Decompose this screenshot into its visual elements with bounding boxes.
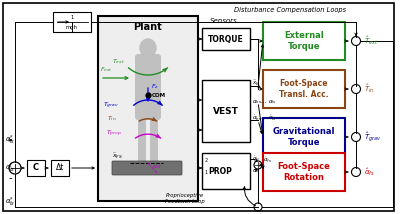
Text: Disturbance Compensation Loops: Disturbance Compensation Loops bbox=[234, 7, 346, 13]
Text: $\ddot{x}_{FS}$: $\ddot{x}_{FS}$ bbox=[112, 152, 123, 161]
Bar bbox=[202, 153, 250, 189]
Ellipse shape bbox=[140, 39, 156, 57]
Text: $F_{ext}$: $F_{ext}$ bbox=[100, 65, 113, 74]
Text: $\cdots$: $\cdots$ bbox=[260, 116, 267, 120]
Bar bbox=[150, 117, 158, 162]
Text: $\dot{\alpha}_{lf}$: $\dot{\alpha}_{lf}$ bbox=[252, 154, 261, 164]
Text: Δt: Δt bbox=[56, 163, 64, 172]
Text: $T_{in}$: $T_{in}$ bbox=[107, 114, 116, 123]
Bar bbox=[263, 70, 345, 108]
Text: $\alpha_{FS}$: $\alpha_{FS}$ bbox=[152, 163, 162, 171]
Text: mgh: mgh bbox=[66, 24, 78, 30]
Text: $\dot{\alpha}_{hs}$: $\dot{\alpha}_{hs}$ bbox=[252, 113, 262, 123]
Text: $\alpha_{hs}$: $\alpha_{hs}$ bbox=[252, 98, 262, 106]
Text: $F_z$: $F_z$ bbox=[151, 82, 159, 91]
Bar bbox=[138, 117, 146, 162]
FancyBboxPatch shape bbox=[135, 54, 161, 120]
Text: 2: 2 bbox=[204, 158, 208, 162]
Text: Proprioceptive
Feedback Loop: Proprioceptive Feedback Loop bbox=[165, 193, 205, 204]
Text: Foot-Space
Rotation: Foot-Space Rotation bbox=[278, 162, 330, 182]
Text: $\alpha_{ls}^{I}$: $\alpha_{ls}^{I}$ bbox=[5, 161, 16, 175]
Text: TORQUE: TORQUE bbox=[208, 34, 244, 43]
Text: $\alpha_{lf}$: $\alpha_{lf}$ bbox=[252, 167, 260, 175]
Bar bbox=[263, 153, 345, 191]
Text: $\hat{T}_{grav}$: $\hat{T}_{grav}$ bbox=[364, 130, 382, 144]
Text: Foot-Space
Transl. Acc.: Foot-Space Transl. Acc. bbox=[279, 79, 329, 99]
Bar bbox=[53, 12, 91, 32]
Text: -: - bbox=[8, 173, 12, 183]
Bar bbox=[51, 160, 69, 176]
Text: External
Torque: External Torque bbox=[284, 31, 324, 51]
Text: $\cdots$: $\cdots$ bbox=[260, 100, 267, 104]
Text: $\dot{\alpha}_{fs}$: $\dot{\alpha}_{fs}$ bbox=[263, 155, 272, 165]
Text: $T_{grav}$: $T_{grav}$ bbox=[103, 101, 119, 111]
Text: $\hat{T}_{in}$: $\hat{T}_{in}$ bbox=[364, 83, 374, 95]
Bar bbox=[202, 80, 250, 142]
Text: $\hat{T}_{ext}$: $\hat{T}_{ext}$ bbox=[364, 35, 378, 47]
Bar bbox=[263, 118, 345, 156]
Text: 1: 1 bbox=[70, 15, 74, 19]
Text: C: C bbox=[33, 163, 39, 172]
Text: $T_{ext}$: $T_{ext}$ bbox=[112, 57, 125, 66]
Bar bbox=[27, 160, 45, 176]
Text: $\alpha_{ls}^{*}$: $\alpha_{ls}^{*}$ bbox=[5, 195, 16, 209]
Text: 1: 1 bbox=[204, 169, 208, 174]
Bar bbox=[98, 16, 198, 201]
Bar bbox=[263, 22, 345, 60]
Text: COM: COM bbox=[152, 92, 166, 98]
Bar bbox=[202, 28, 250, 50]
Text: $T_{prop}$: $T_{prop}$ bbox=[106, 129, 122, 139]
FancyBboxPatch shape bbox=[112, 161, 182, 175]
Text: $\alpha_{ls}$: $\alpha_{ls}$ bbox=[268, 98, 277, 106]
Text: $\ddot{x}_{h_1}$: $\ddot{x}_{h_1}$ bbox=[252, 78, 261, 88]
Text: $\hat{\alpha}_{fs}$: $\hat{\alpha}_{fs}$ bbox=[364, 166, 375, 178]
Text: $\dot{\alpha}_{ls}$: $\dot{\alpha}_{ls}$ bbox=[268, 113, 277, 123]
Text: PROP: PROP bbox=[208, 166, 232, 175]
Text: Plant: Plant bbox=[134, 22, 162, 32]
Text: $\alpha_{ls}^{*}$: $\alpha_{ls}^{*}$ bbox=[5, 133, 16, 147]
Text: Sensors: Sensors bbox=[210, 18, 238, 24]
Text: Gravitational
Torque: Gravitational Torque bbox=[273, 127, 335, 147]
Text: VEST: VEST bbox=[213, 107, 239, 116]
